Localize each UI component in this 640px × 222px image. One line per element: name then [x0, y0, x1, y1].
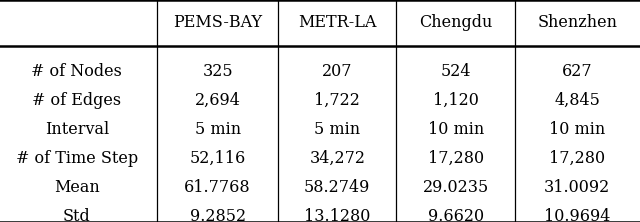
Text: 325: 325 — [202, 63, 233, 80]
Text: 207: 207 — [322, 63, 353, 80]
Text: 10 min: 10 min — [428, 121, 484, 138]
Text: 61.7768: 61.7768 — [184, 179, 251, 196]
Text: 4,845: 4,845 — [554, 92, 600, 109]
Text: 52,116: 52,116 — [189, 150, 246, 167]
Text: 5 min: 5 min — [195, 121, 241, 138]
Text: 31.0092: 31.0092 — [544, 179, 611, 196]
Text: PEMS-BAY: PEMS-BAY — [173, 14, 262, 31]
Text: Shenzhen: Shenzhen — [538, 14, 617, 31]
Text: 9.2852: 9.2852 — [189, 208, 246, 222]
Text: 10 min: 10 min — [549, 121, 605, 138]
Text: 29.0235: 29.0235 — [422, 179, 489, 196]
Text: Std: Std — [63, 208, 91, 222]
Text: Chengdu: Chengdu — [419, 14, 492, 31]
Text: # of Nodes: # of Nodes — [31, 63, 122, 80]
Text: 13.1280: 13.1280 — [304, 208, 371, 222]
Text: 2,694: 2,694 — [195, 92, 241, 109]
Text: 1,722: 1,722 — [314, 92, 360, 109]
Text: 17,280: 17,280 — [428, 150, 484, 167]
Text: 627: 627 — [562, 63, 593, 80]
Text: Interval: Interval — [45, 121, 109, 138]
Text: 58.2749: 58.2749 — [304, 179, 371, 196]
Text: 524: 524 — [440, 63, 471, 80]
Text: Mean: Mean — [54, 179, 100, 196]
Text: 17,280: 17,280 — [549, 150, 605, 167]
Text: # of Time Step: # of Time Step — [16, 150, 138, 167]
Text: 34,272: 34,272 — [309, 150, 365, 167]
Text: 1,120: 1,120 — [433, 92, 479, 109]
Text: # of Edges: # of Edges — [32, 92, 122, 109]
Text: 5 min: 5 min — [314, 121, 360, 138]
Text: 9.6620: 9.6620 — [428, 208, 484, 222]
Text: METR-LA: METR-LA — [298, 14, 376, 31]
Text: 10.9694: 10.9694 — [544, 208, 611, 222]
